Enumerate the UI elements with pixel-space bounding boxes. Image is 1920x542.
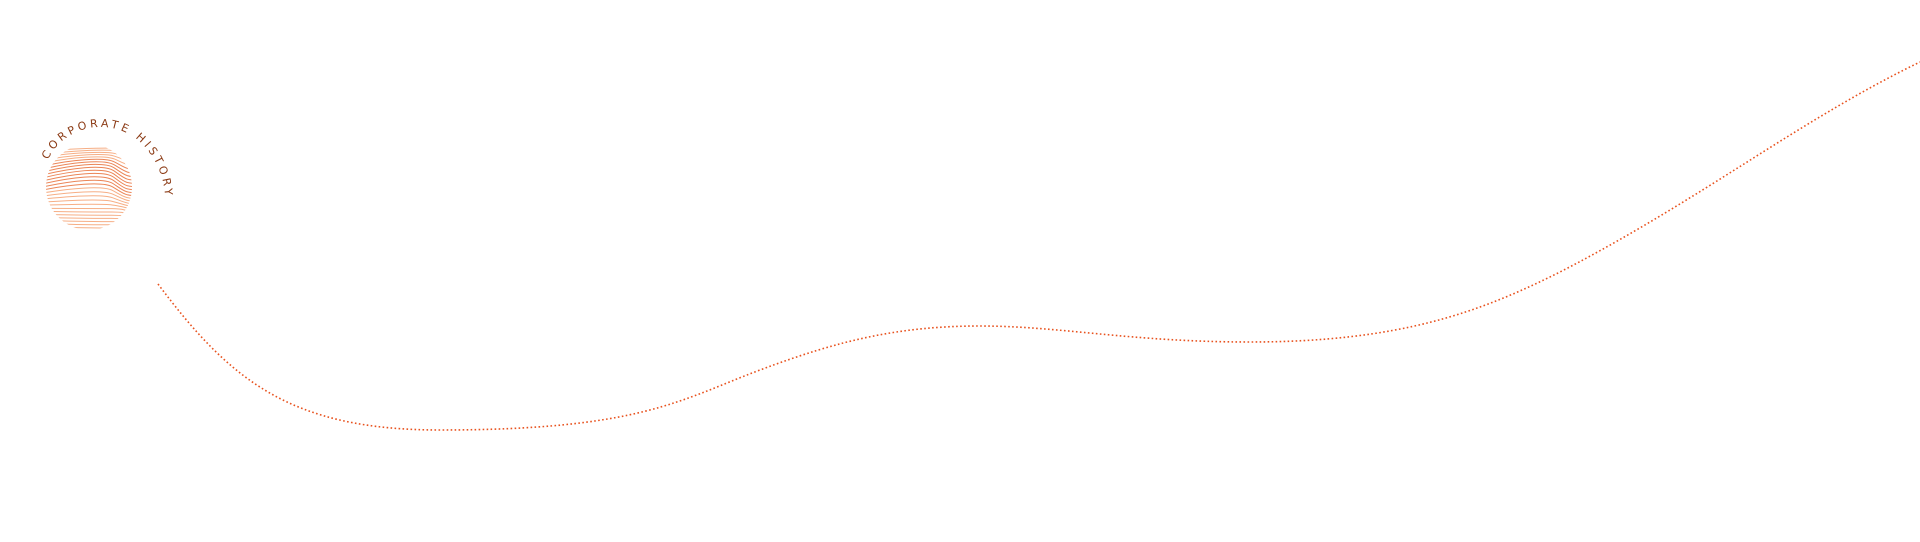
wave-line (46, 179, 132, 194)
timeline-dotted-curve (157, 61, 1920, 431)
wave-line (46, 222, 132, 230)
wave-line (46, 216, 132, 225)
wave-line (46, 183, 132, 197)
wave-line (46, 191, 132, 203)
wave-line (46, 169, 132, 184)
wave-line (46, 176, 132, 191)
wave-line (46, 210, 132, 219)
wave-line-disc (46, 147, 132, 230)
wave-line (46, 213, 132, 222)
wave-line (46, 166, 132, 181)
wave-line (46, 163, 132, 178)
wave-line (46, 172, 132, 187)
wave-line (46, 187, 132, 200)
wave-line (46, 225, 132, 230)
logo-emblem: CORPORATE HISTORY (39, 117, 172, 230)
wave-line (46, 219, 132, 229)
